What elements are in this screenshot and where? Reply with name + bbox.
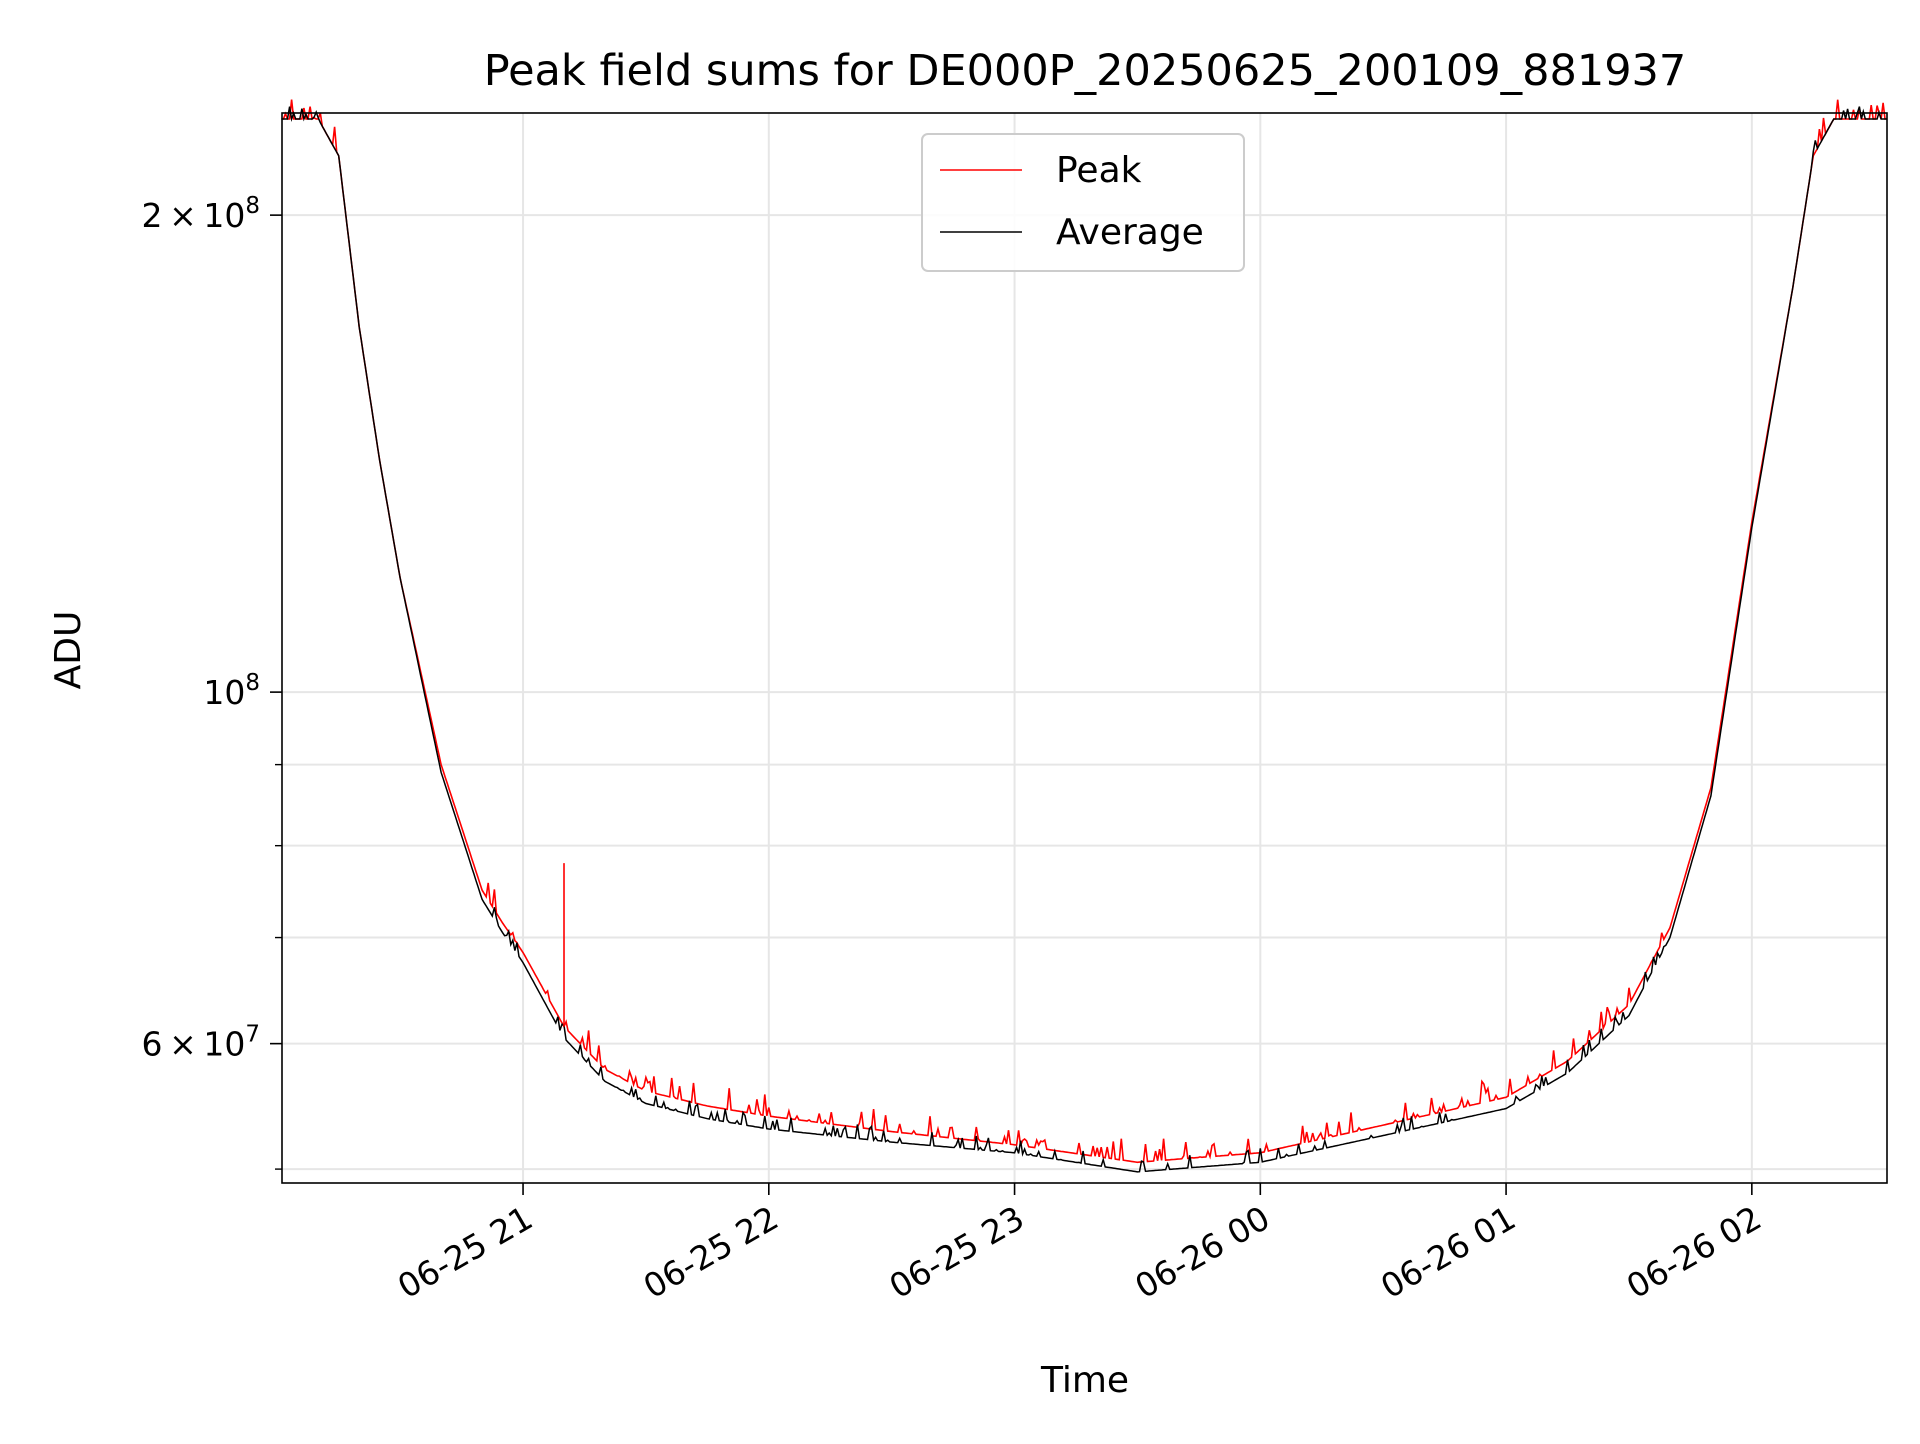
y-tick-label-exponent: 8 [245,670,260,696]
legend: Peak Average [921,133,1245,272]
legend-box [921,133,1245,272]
y-tick-label-base: 10 [203,673,245,712]
series-layer [281,99,1887,1173]
y-tick-label-base: 2 × 10 [142,196,246,235]
x-axis-label: Time [1040,1360,1129,1401]
y-tick-label-exponent: 8 [245,193,260,219]
y-tick-label: 108 [203,670,260,712]
legend-average-label: Average [1056,212,1204,253]
y-axis-label: ADU [48,611,89,690]
plot-frame [281,112,1888,1184]
grid [282,113,1887,1183]
series-line-peak [281,99,1887,1164]
y-tick-label: 6 × 107 [142,1022,260,1064]
chart-title: Peak field sums for DE000P_20250625_2001… [484,46,1687,96]
y-tick-label-base: 6 × 10 [142,1025,246,1064]
y-tick-label: 2 × 108 [142,193,260,235]
legend-peak-label: Peak [1056,150,1142,191]
series-line-average [281,106,1887,1173]
y-tick-label-exponent: 7 [245,1022,260,1048]
